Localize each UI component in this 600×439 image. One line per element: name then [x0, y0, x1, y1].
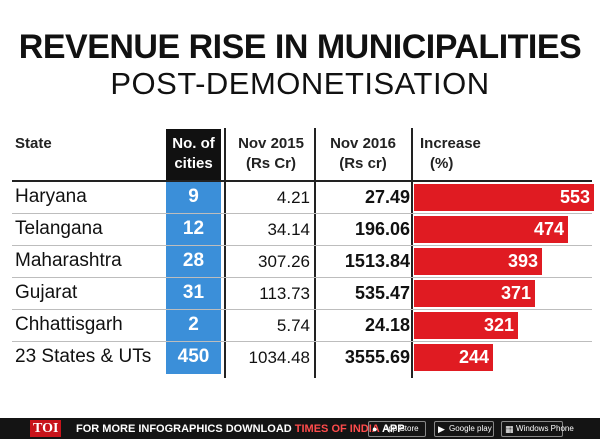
app-store-badge[interactable]: ● App Store: [368, 421, 426, 437]
header-cities-line2: cities: [174, 155, 213, 172]
increase-bar: [414, 280, 535, 307]
header-nov2016: Nov 2016 (Rs cr): [323, 134, 403, 174]
toi-logo: TOI: [30, 420, 62, 437]
footer-bar: [0, 418, 600, 439]
nov2015-value: 307.26: [258, 252, 310, 271]
row-divider: [12, 213, 592, 214]
app-store-label: App Store: [383, 424, 419, 433]
cities-count: 12: [182, 218, 205, 239]
row-divider: [12, 277, 592, 278]
state-name: Haryana: [15, 186, 87, 207]
header-nov2015: Nov 2015 (Rs Cr): [235, 134, 307, 174]
cities-count: 2: [188, 314, 199, 335]
nov2015-value: 113.73: [259, 284, 310, 303]
header-rule: [12, 180, 592, 182]
apple-icon: ●: [372, 424, 378, 434]
play-icon: ▶: [438, 424, 445, 434]
increase-bar: [414, 344, 493, 371]
windows-phone-label: Windows Phone: [516, 424, 574, 433]
nov2015-value: 4.21: [276, 188, 310, 207]
increase-label: 371: [500, 283, 531, 303]
cities-count: 31: [182, 282, 205, 303]
header-increase-line2: (%): [430, 155, 454, 172]
cities-count: 9: [188, 186, 199, 207]
google-play-badge[interactable]: ▶ Google play: [434, 421, 494, 437]
nov2016-value: 196.06: [354, 219, 410, 239]
cities-count: 450: [177, 346, 210, 367]
row-divider: [12, 245, 592, 246]
nov2016-value: 1513.84: [344, 251, 410, 271]
footer-promo-text: FOR MORE INFOGRAPHICS DOWNLOAD TIMES OF …: [76, 421, 405, 437]
header-nov2015-line2: (Rs Cr): [245, 155, 296, 172]
cities-column-background: [166, 182, 221, 374]
column-divider-3: [411, 128, 413, 378]
increase-bar: [414, 184, 594, 211]
footer-app: APP: [379, 423, 405, 435]
nov2016-value: 3555.69: [344, 347, 410, 367]
cities-count: 28: [182, 250, 205, 271]
windows-icon: ▦: [505, 424, 514, 434]
increase-bar: [414, 248, 542, 275]
google-play-label: Google play: [449, 424, 492, 433]
header-nov2016-line1: Nov 2016: [330, 135, 396, 152]
windows-phone-badge[interactable]: ▦ Windows Phone: [501, 421, 574, 437]
header-state: State: [15, 135, 52, 152]
nov2016-value: 27.49: [364, 187, 410, 207]
header-nov2016-line2: (Rs cr): [339, 155, 387, 172]
footer-text: FOR MORE INFOGRAPHICS DOWNLOAD: [76, 423, 295, 435]
header-nov2015-line1: Nov 2015: [238, 135, 304, 152]
nov2015-value: 5.74: [276, 316, 310, 335]
row-divider: [12, 341, 592, 342]
nov2015-value: 34.14: [267, 220, 310, 239]
header-cities-line1: No. of: [172, 135, 215, 152]
chart-title: REVENUE RISE IN MUNICIPALITIES: [18, 28, 582, 66]
header-increase-line1: Increase: [420, 135, 481, 152]
nov2016-value: 535.47: [354, 283, 410, 303]
state-name: Maharashtra: [15, 250, 122, 271]
increase-label: 553: [559, 187, 590, 207]
increase-label: 244: [458, 347, 489, 367]
increase-label: 474: [533, 219, 564, 239]
state-name: Chhattisgarh: [15, 314, 123, 335]
nov2015-value: 1034.48: [248, 348, 310, 367]
footer-brand: TIMES OF INDIA: [294, 423, 380, 435]
column-divider-1: [224, 128, 226, 378]
increase-bar: [414, 312, 518, 339]
increase-label: 321: [483, 315, 514, 335]
increase-bar: [414, 216, 568, 243]
state-name: Gujarat: [15, 282, 78, 303]
state-name: Telangana: [15, 218, 103, 239]
increase-label: 393: [507, 251, 538, 271]
row-divider: [12, 309, 592, 310]
chart-subtitle: POST-DEMONETISATION: [110, 66, 490, 101]
header-increase: Increase (%): [420, 134, 481, 174]
column-divider-2: [314, 128, 316, 378]
header-cities: No. of cities: [166, 129, 221, 180]
nov2016-value: 24.18: [364, 315, 410, 335]
state-name: 23 States & UTs: [15, 346, 152, 367]
